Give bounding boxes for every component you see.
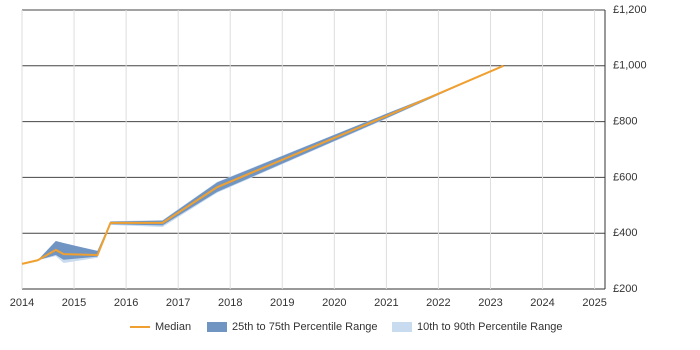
percentile-band <box>22 65 504 264</box>
y-tick-label: £200 <box>613 283 637 295</box>
y-tick-label: £1,200 <box>613 4 647 16</box>
median-line <box>21 64 504 265</box>
legend-swatch <box>207 322 227 332</box>
x-tick-label: 2017 <box>166 297 190 309</box>
x-tick-label: 2019 <box>270 297 294 309</box>
x-tick-label: 2016 <box>114 297 138 309</box>
legend-label: 10th to 90th Percentile Range <box>417 321 563 333</box>
x-tick-label: 2021 <box>374 297 398 309</box>
x-tick-label: 2014 <box>10 297 34 309</box>
legend-label: Median <box>155 321 191 333</box>
x-tick-label: 2015 <box>62 297 86 309</box>
y-tick-label: £400 <box>613 227 637 239</box>
x-tick-label: 2024 <box>530 297 554 309</box>
y-tick-label: £1,000 <box>613 60 647 72</box>
x-tick-label: 2020 <box>322 297 346 309</box>
legend-swatch <box>392 322 412 332</box>
x-tick-label: 2025 <box>582 297 606 309</box>
x-tick-label: 2022 <box>426 297 450 309</box>
y-tick-label: £800 <box>613 116 637 128</box>
y-tick-label: £600 <box>613 171 637 183</box>
legend-label: 25th to 75th Percentile Range <box>232 321 378 333</box>
x-tick-label: 2023 <box>478 297 502 309</box>
x-tick-label: 2018 <box>218 297 242 309</box>
